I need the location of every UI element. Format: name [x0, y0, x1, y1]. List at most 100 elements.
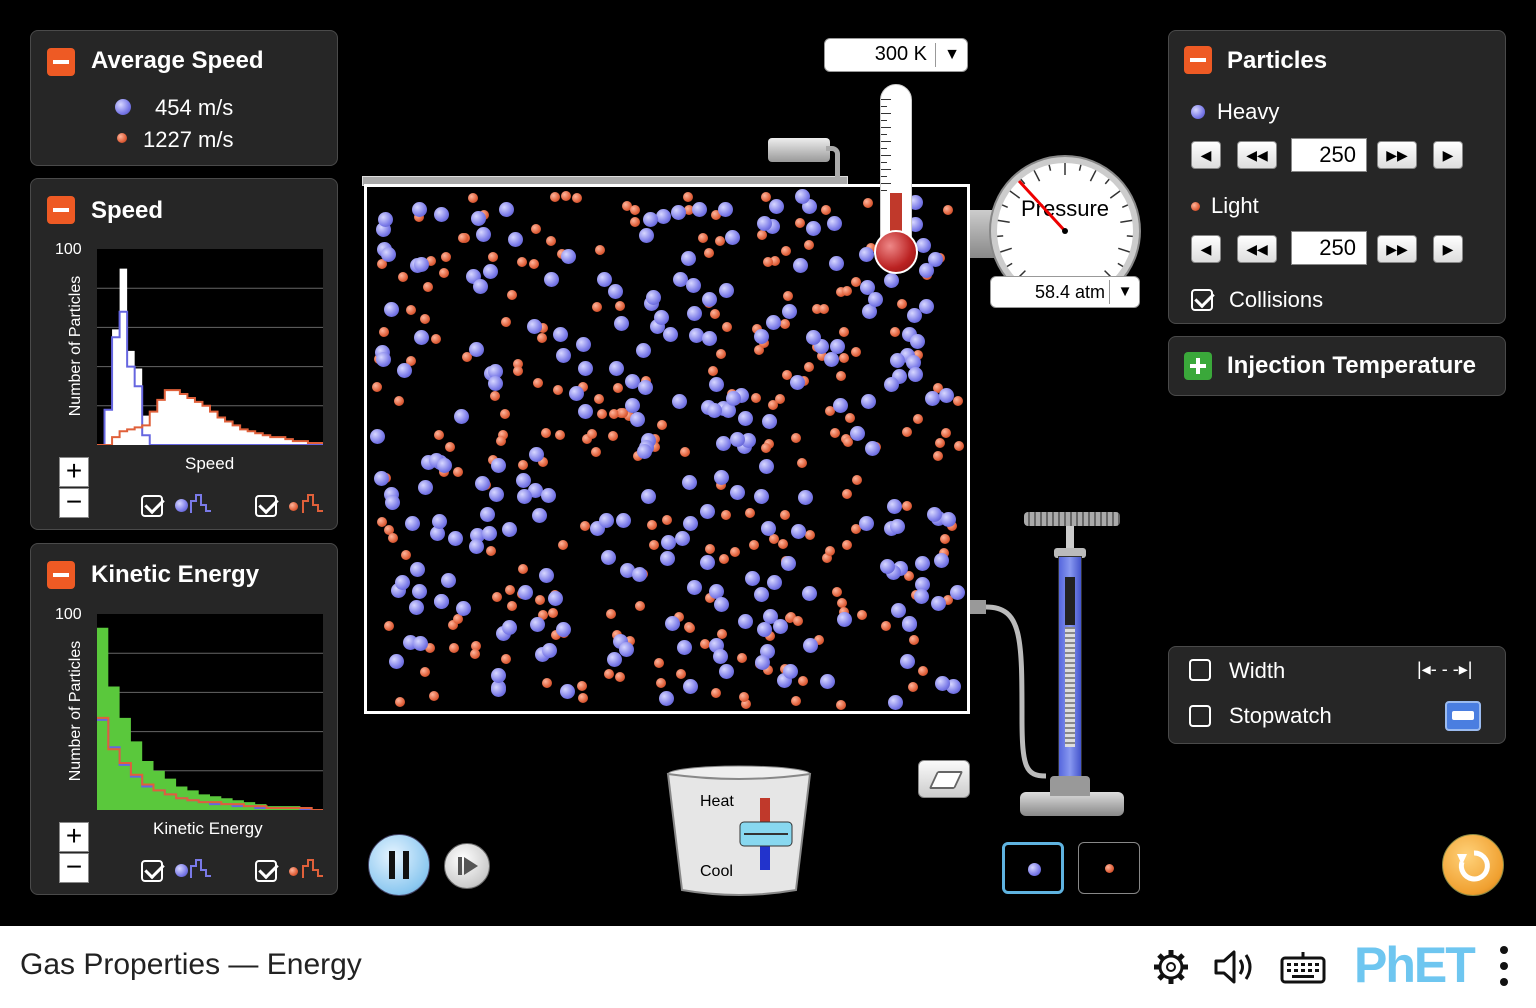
heavy-count-field[interactable]: 250: [1291, 138, 1367, 172]
speed-light-checkbox[interactable]: [255, 495, 277, 517]
heavy-particle: [726, 391, 741, 407]
light-particle: [762, 257, 773, 268]
light-particle: [768, 399, 779, 410]
pressure-gauge: Pressure: [989, 155, 1141, 307]
ke-heavy-checkbox[interactable]: [141, 860, 163, 882]
heavy-particle: [470, 210, 486, 226]
collisions-label: Collisions: [1229, 287, 1324, 312]
ke-total-area: [97, 627, 323, 810]
sound-icon[interactable]: [1212, 948, 1258, 986]
keyboard-icon[interactable]: [1280, 950, 1326, 984]
heavy-particle: [639, 228, 655, 244]
heavy-particle: [759, 459, 775, 475]
speed-zoom-in-button[interactable]: +: [59, 457, 89, 487]
heavy-particle: [436, 457, 452, 473]
heavy-pump-selector[interactable]: [1002, 842, 1064, 894]
light-particle: [699, 639, 710, 649]
heavy-particle: [517, 584, 533, 600]
light-particle: [791, 432, 802, 443]
light-count-field[interactable]: 250: [1291, 231, 1367, 265]
settings-icon[interactable]: [1152, 948, 1190, 986]
heavy-particle: [508, 231, 524, 247]
erase-particles-button[interactable]: [918, 760, 970, 798]
heavy-decrement-many-button[interactable]: ◀◀: [1237, 141, 1277, 169]
light-particle: [825, 405, 836, 416]
speed-heavy-checkbox[interactable]: [141, 495, 163, 517]
collisions-checkbox[interactable]: [1191, 289, 1213, 311]
heavy-decrement-one-button[interactable]: ◀: [1191, 141, 1221, 169]
ke-y-axis-label: Number of Particles: [67, 640, 84, 782]
light-particle: [844, 412, 855, 423]
speed-light-line: [97, 389, 323, 445]
sim-title[interactable]: Gas Properties — Energy: [20, 948, 362, 981]
pump-handle[interactable]: [1024, 512, 1120, 526]
pressure-readout[interactable]: 58.4 atm ▼: [990, 276, 1140, 308]
expand-injection-temperature-button[interactable]: [1184, 352, 1212, 380]
heavy-particle: [940, 511, 956, 527]
heavy-increment-many-button[interactable]: ▶▶: [1377, 141, 1417, 169]
collapse-speed-button[interactable]: [47, 196, 75, 224]
light-particle: [842, 285, 853, 296]
heavy-particle: [849, 426, 865, 442]
light-particle: [709, 308, 720, 319]
pause-button[interactable]: [368, 834, 430, 896]
heavy-particle: [688, 328, 704, 344]
pressure-units-dropdown-icon[interactable]: ▼: [1109, 280, 1140, 304]
heavy-particle: [738, 614, 754, 630]
reset-all-button[interactable]: [1442, 834, 1504, 896]
ke-y-max-label: 100: [55, 606, 82, 623]
heavy-particle: [721, 402, 737, 418]
light-particle: [739, 691, 750, 702]
phet-logo[interactable]: PhET: [1354, 937, 1476, 993]
light-label: Light: [1211, 193, 1259, 218]
light-particle: [683, 205, 694, 216]
light-particle: [590, 447, 601, 458]
heavy-particle: [502, 620, 518, 636]
light-particle: [715, 236, 726, 247]
light-particle: [850, 346, 861, 357]
step-forward-button[interactable]: [444, 843, 490, 889]
speed-zoom-out-button[interactable]: −: [59, 488, 89, 518]
light-particle: [613, 382, 624, 393]
heavy-particle: [719, 282, 735, 298]
heavy-particle: [683, 679, 699, 695]
bicycle-pump[interactable]: [1016, 508, 1128, 820]
heavy-particle: [620, 562, 636, 578]
ke-zoom-in-button[interactable]: +: [59, 822, 89, 852]
light-pump-selector[interactable]: [1078, 842, 1140, 894]
heater-cooler-slider[interactable]: [740, 822, 792, 846]
width-checkbox[interactable]: [1189, 659, 1211, 681]
light-particle: [711, 687, 722, 698]
light-decrement-one-button[interactable]: ◀: [1191, 235, 1221, 263]
collapse-particles-button[interactable]: [1184, 46, 1212, 74]
heavy-particle: [730, 431, 746, 447]
stopwatch-checkbox[interactable]: [1189, 705, 1211, 727]
more-options-icon[interactable]: [1498, 946, 1510, 990]
speed-histogram-panel: Speed 100 Number of Particles + − Speed: [30, 178, 338, 530]
light-particle: [490, 390, 501, 401]
collapse-average-speed-button[interactable]: [47, 48, 75, 76]
heavy-increment-one-button[interactable]: ▶: [1433, 141, 1463, 169]
temperature-units-dropdown-icon[interactable]: ▼: [935, 43, 968, 67]
particles-title: Particles: [1227, 47, 1328, 74]
heavy-particle: [370, 429, 386, 445]
light-increment-many-button[interactable]: ▶▶: [1377, 235, 1417, 263]
light-increment-one-button[interactable]: ▶: [1433, 235, 1463, 263]
heavy-particle: [491, 682, 507, 698]
heavy-particle: [608, 361, 624, 377]
light-particle-icon: [117, 133, 127, 143]
ke-zoom-out-button[interactable]: −: [59, 853, 89, 883]
light-particle: [719, 553, 730, 564]
light-decrement-many-button[interactable]: ◀◀: [1237, 235, 1277, 263]
collapse-kinetic-energy-button[interactable]: [47, 561, 75, 589]
ke-light-checkbox[interactable]: [255, 860, 277, 882]
heavy-particle: [880, 558, 895, 574]
heavy-particle: [934, 675, 950, 691]
temperature-readout[interactable]: 300 K ▼: [824, 38, 968, 72]
light-particle: [940, 534, 951, 545]
heavy-particle: [433, 593, 449, 609]
light-particle: [542, 677, 553, 688]
heavy-particle: [832, 398, 848, 414]
light-particle: [836, 699, 847, 710]
lid-handle[interactable]: [768, 138, 830, 162]
